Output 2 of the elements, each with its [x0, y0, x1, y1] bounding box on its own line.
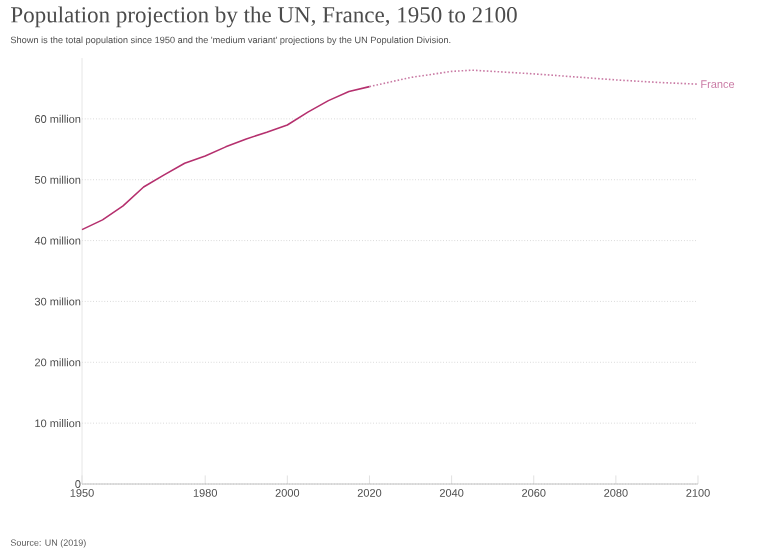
- line-series: [81, 85, 371, 231]
- chart-title: Population projection by the UN, France, 1950 to 2100: [11, 6, 517, 28]
